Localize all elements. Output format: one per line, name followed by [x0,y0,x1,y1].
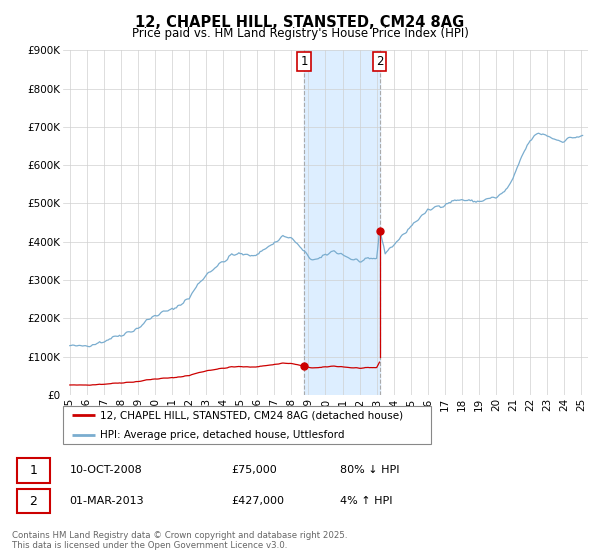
Text: 01-MAR-2013: 01-MAR-2013 [70,496,144,506]
Text: Contains HM Land Registry data © Crown copyright and database right 2025.
This d: Contains HM Land Registry data © Crown c… [12,530,347,550]
Text: 80% ↓ HPI: 80% ↓ HPI [340,465,400,475]
Text: Price paid vs. HM Land Registry's House Price Index (HPI): Price paid vs. HM Land Registry's House … [131,27,469,40]
Text: £75,000: £75,000 [231,465,277,475]
Text: 2: 2 [376,55,383,68]
FancyBboxPatch shape [17,489,50,514]
Text: 10-OCT-2008: 10-OCT-2008 [70,465,142,475]
Text: 1: 1 [29,464,37,477]
FancyBboxPatch shape [17,458,50,483]
Text: £427,000: £427,000 [231,496,284,506]
Text: 12, CHAPEL HILL, STANSTED, CM24 8AG: 12, CHAPEL HILL, STANSTED, CM24 8AG [136,15,464,30]
Bar [304,50,380,395]
Text: HPI: Average price, detached house, Uttlesford: HPI: Average price, detached house, Uttl… [100,430,344,440]
Text: 1: 1 [301,55,308,68]
FancyBboxPatch shape [63,405,431,445]
Text: 4% ↑ HPI: 4% ↑ HPI [340,496,393,506]
Text: 2: 2 [29,494,37,508]
Text: 12, CHAPEL HILL, STANSTED, CM24 8AG (detached house): 12, CHAPEL HILL, STANSTED, CM24 8AG (det… [100,410,403,421]
